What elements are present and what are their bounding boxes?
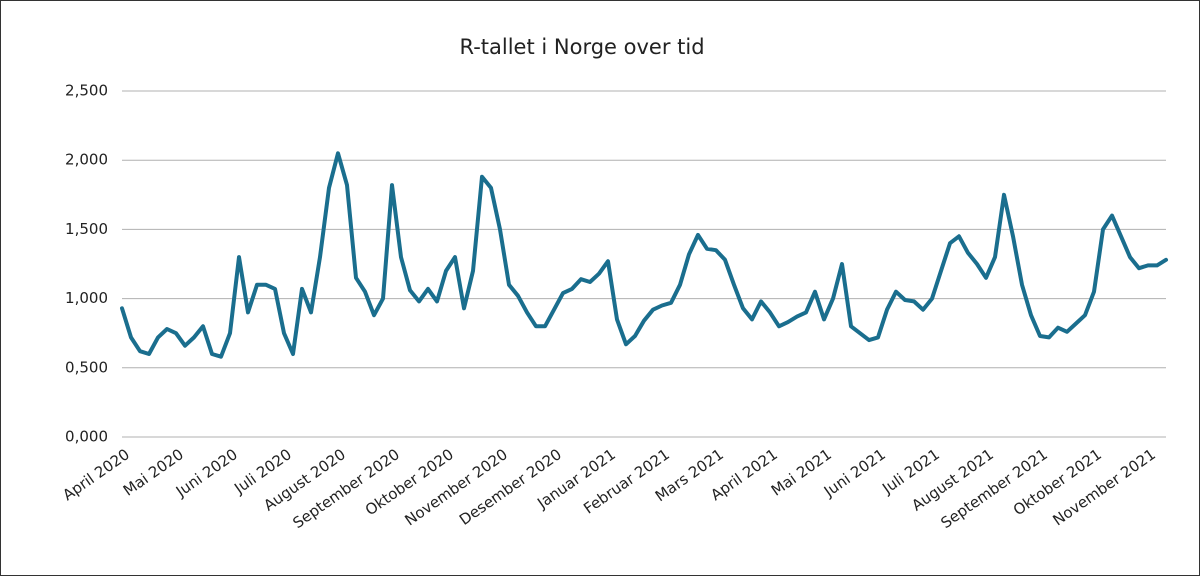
y-tick-label: 0,500 [65,358,108,376]
y-tick-label: 2,000 [65,151,108,169]
y-tick-label: 2,500 [65,82,108,100]
data-line [120,151,1168,359]
y-tick-label: 0,000 [65,428,108,446]
chart-title: R-tallet i Norge over tid [459,35,704,59]
y-tick-label: 1,500 [65,220,108,238]
y-tick-label: 1,000 [65,289,108,307]
